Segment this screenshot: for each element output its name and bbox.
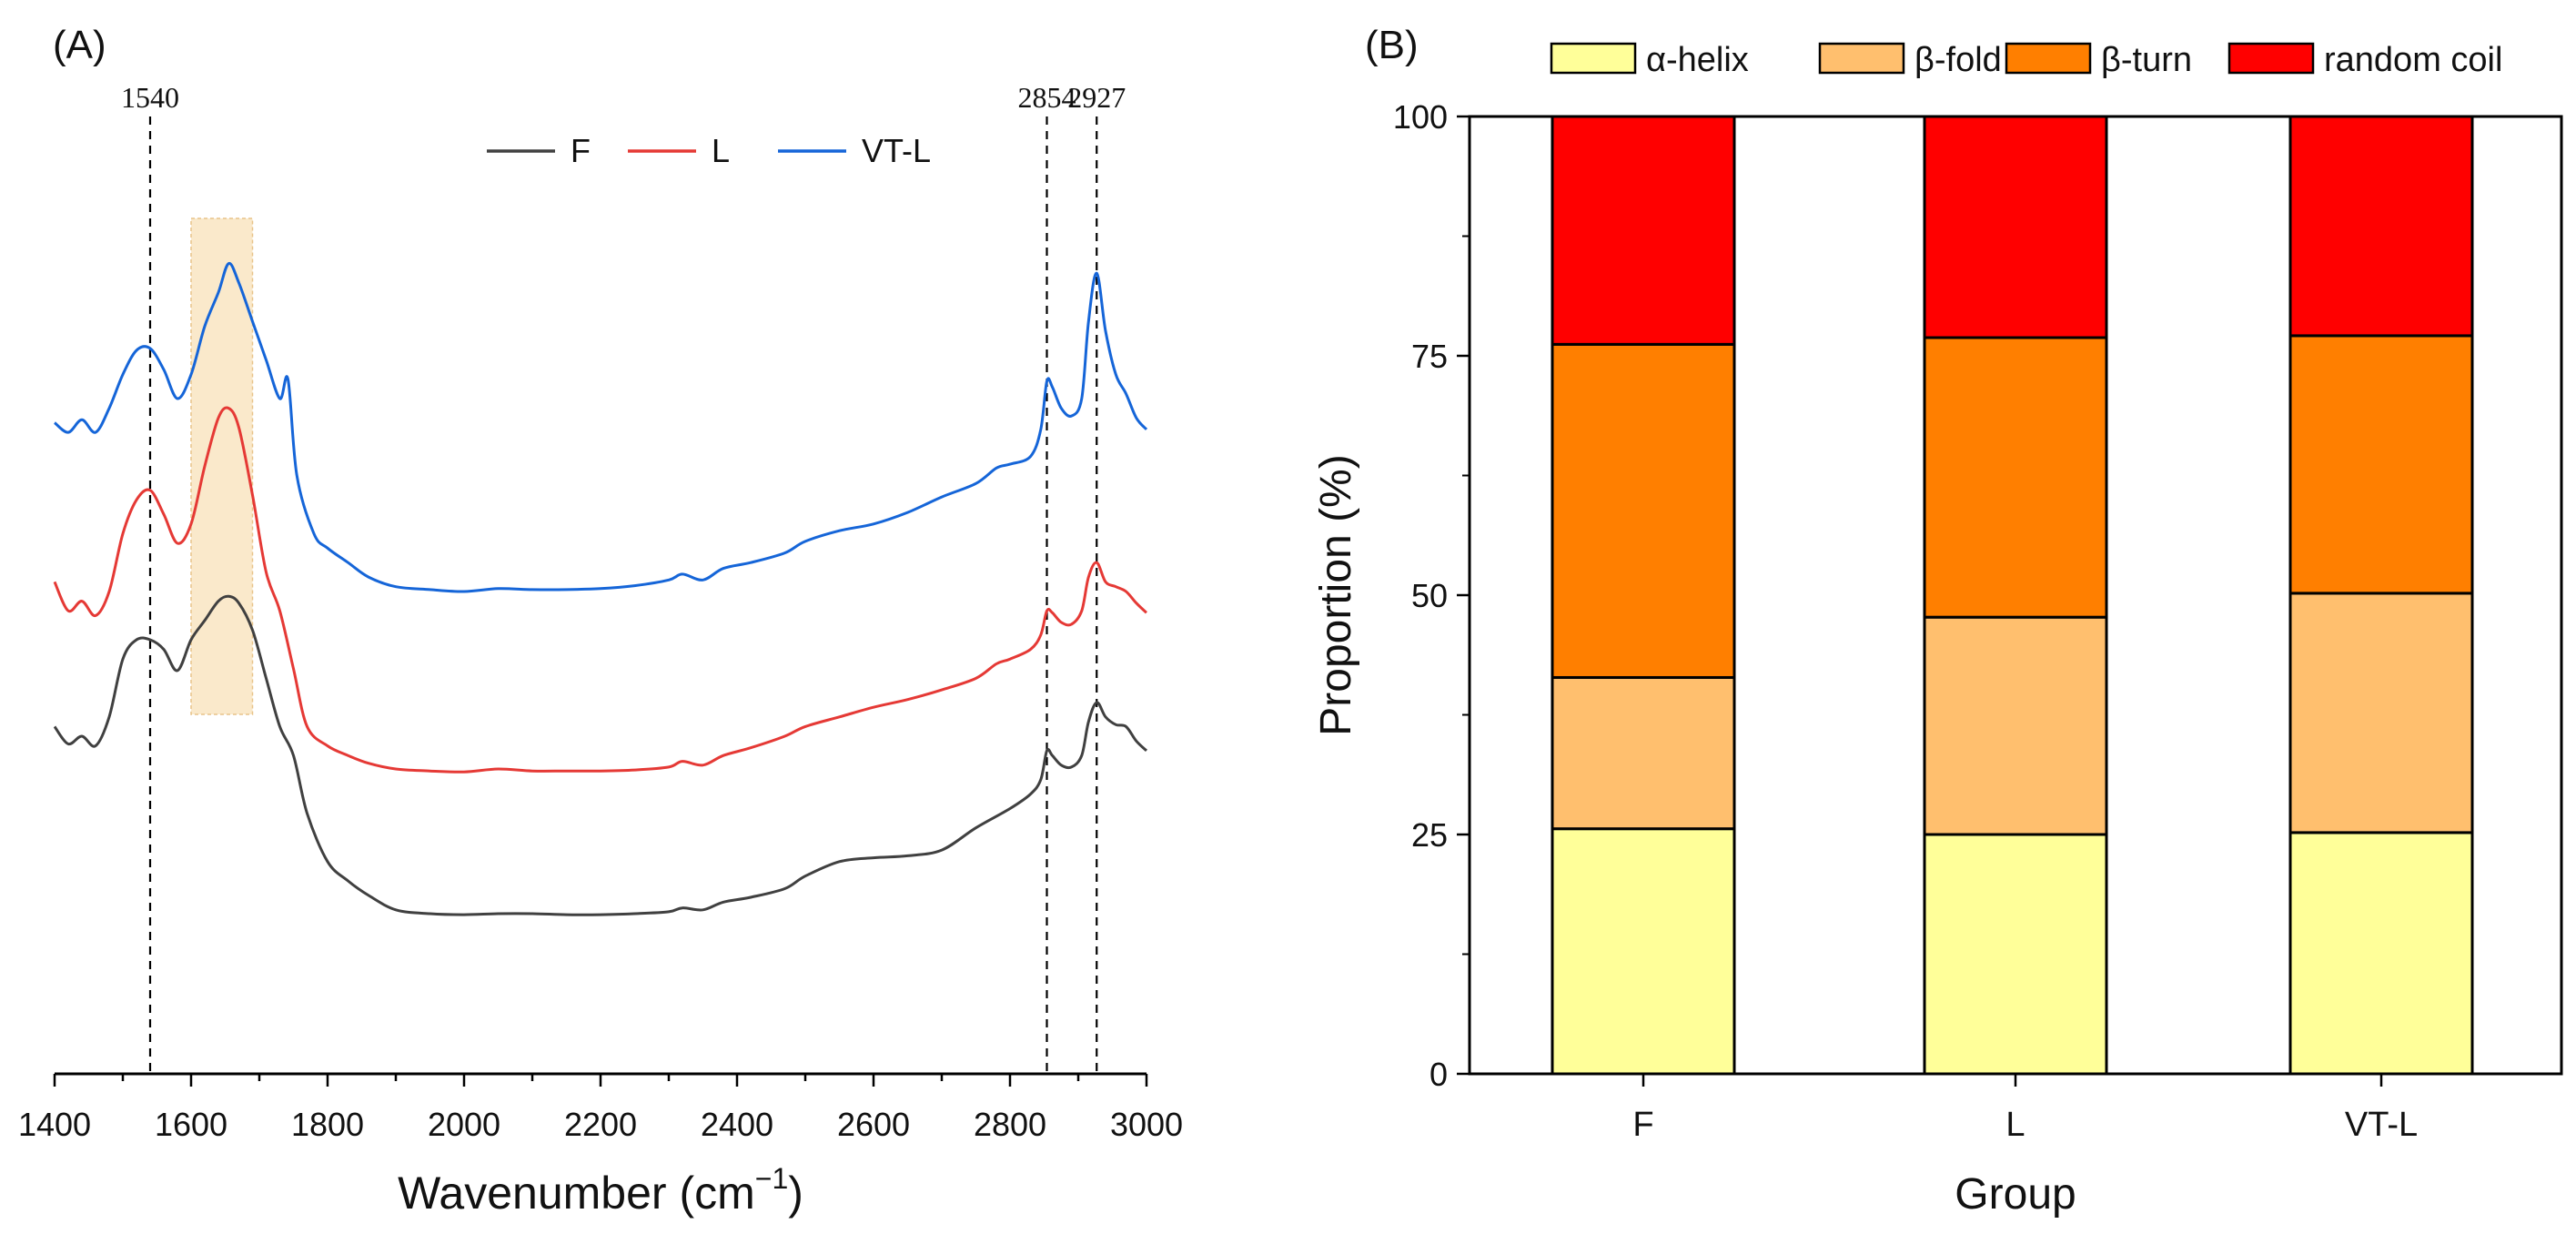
x-axis-title: Group (1955, 1170, 2076, 1219)
y-ticks: 0 25 50 75 100 (1393, 98, 1470, 1093)
x-tick-label-3000: 3000 (1110, 1106, 1183, 1143)
x-tick-label-2000: 2000 (428, 1106, 500, 1143)
x-axis-title-end: ) (788, 1168, 803, 1219)
x-tick-label-vt-l: VT-L (2345, 1106, 2418, 1144)
secondary-structure-panel: (B) α-helix β-fold β-turn random coil 0 25 50… (1312, 23, 2563, 1219)
series-line-vt-l (54, 262, 1148, 593)
bar-l-fold-1 (1923, 615, 2108, 836)
series-line-l (53, 406, 1148, 774)
legend-beta-fold-swatch (1818, 42, 1905, 75)
x-ticks: 1400 1600 1800 2000 2200 2400 2600 2800 3000 (18, 1074, 1183, 1143)
panel-b-label: (B) (1365, 23, 1419, 67)
bar-vt-l-helix-0 (2288, 831, 2474, 1076)
bar-vt-l-turn-2 (2288, 334, 2474, 595)
reference-label-1540: 1540 (121, 81, 179, 114)
y-tick-label-100: 100 (1393, 98, 1448, 136)
bar-l-turn-2 (1923, 336, 2108, 619)
x-tick-label-1800: 1800 (291, 1106, 364, 1143)
y-axis-title: Proportion (%) (1312, 454, 1360, 735)
spectra-legend: F L VT-L (487, 132, 931, 169)
legend-beta-turn-swatch (2005, 42, 2092, 75)
bar-f-fold-1 (1551, 675, 1736, 831)
bar-l-random-coil-3 (1923, 115, 2108, 339)
y-tick-label-75: 75 (1411, 338, 1448, 375)
x-ticks: F L VT-L (1632, 1074, 2418, 1144)
x-tick-label-2400: 2400 (701, 1106, 773, 1143)
highlight-band-rect (190, 217, 254, 715)
legend-label-f: F (571, 132, 591, 169)
x-axis-title: Wavenumber (cm−1) (398, 1162, 803, 1219)
spectra-series (53, 262, 1148, 916)
legend-alpha-helix-label: α-helix (1646, 41, 1749, 79)
legend-beta-fold-label: β-fold (1914, 41, 2002, 79)
legend-alpha-helix-swatch (1550, 42, 1637, 75)
amide-i-highlight-band (190, 217, 254, 715)
reference-label-2854: 2854 (1018, 81, 1076, 114)
reference-label-2927: 2927 (1067, 81, 1126, 114)
x-tick-label-2800: 2800 (974, 1106, 1046, 1143)
bar-f-turn-2 (1551, 342, 1736, 679)
x-tick-label-1600: 1600 (155, 1106, 227, 1143)
legend-random-coil-label: random coil (2324, 41, 2502, 79)
bar-f-random-coil-3 (1551, 115, 1736, 346)
y-tick-label-50: 50 (1411, 577, 1448, 614)
legend-label-l: L (712, 132, 730, 169)
legend-random-coil-swatch (2227, 42, 2315, 75)
x-tick-label-l: L (2005, 1106, 2025, 1144)
x-tick-label-2600: 2600 (837, 1106, 910, 1143)
y-tick-label-0: 0 (1429, 1056, 1448, 1093)
x-tick-label-1400: 1400 (18, 1106, 91, 1143)
bar-f-helix-0 (1551, 827, 1736, 1076)
structure-legend: α-helix β-fold β-turn random coil (1550, 41, 2502, 79)
bar-l-helix-0 (1923, 833, 2108, 1076)
panel-a-label: (A) (53, 23, 106, 67)
x-axis-title-superscript: −1 (755, 1162, 788, 1195)
series-line-f (53, 594, 1148, 916)
x-tick-label-f: F (1632, 1106, 1653, 1144)
bar-vt-l-fold-1 (2288, 592, 2474, 834)
y-tick-label-25: 25 (1411, 816, 1448, 854)
stacked-bars (1551, 115, 2474, 1076)
legend-label-vt-l: VT-L (862, 132, 931, 169)
legend-beta-turn-label: β-turn (2101, 41, 2192, 79)
bar-vt-l-random-coil-3 (2288, 115, 2474, 338)
x-tick-label-2200: 2200 (564, 1106, 637, 1143)
